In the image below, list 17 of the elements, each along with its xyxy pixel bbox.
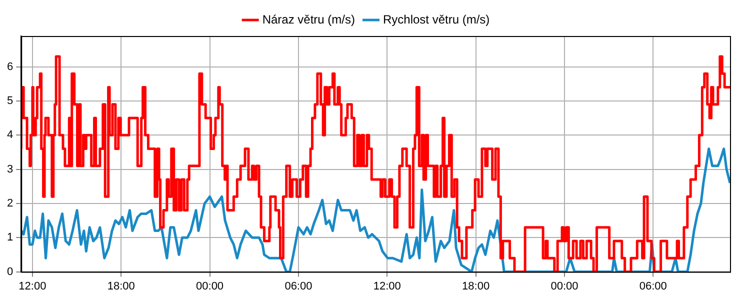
legend-label: Rychlost větru (m/s) [383, 12, 490, 26]
x-tick-label: 00:00 [550, 280, 578, 292]
y-tick-label: 1 [6, 232, 14, 244]
y-tick-label: 4 [6, 129, 14, 142]
y-tick-label: 2 [6, 197, 14, 210]
y-tick-label: 3 [6, 163, 14, 176]
x-tick-label: 00:00 [196, 280, 224, 292]
legend-label: Náraz větru (m/s) [262, 12, 356, 26]
x-tick-label: 18:00 [107, 280, 135, 292]
x-tick-label: 06:00 [284, 280, 312, 292]
y-tick-label: 5 [6, 94, 14, 107]
x-tick-label: 12:00 [18, 280, 46, 292]
x-tick-label: 12:00 [373, 280, 401, 292]
y-tick-label: 0 [6, 266, 14, 278]
y-tick-label: 6 [6, 60, 14, 73]
x-tick-label: 18:00 [462, 280, 490, 292]
x-tick-label: 06:00 [639, 280, 667, 292]
